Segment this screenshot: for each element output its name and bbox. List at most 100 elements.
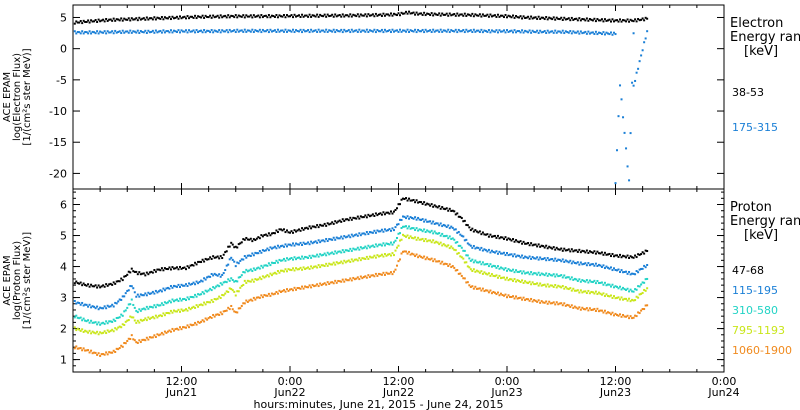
electron-data-point [570, 16, 573, 19]
proton-data-point [204, 289, 207, 292]
proton-data-point [175, 266, 178, 269]
electron-data-point [329, 29, 332, 32]
proton-data-point [201, 258, 204, 261]
proton-data-point [272, 272, 275, 275]
proton-data-point [368, 255, 371, 258]
electron-data-point [546, 29, 549, 32]
proton-data-point [236, 261, 239, 264]
proton-data-point [298, 287, 301, 290]
electron-data-point [114, 29, 117, 32]
proton-data-point [486, 233, 489, 236]
proton-data-point [635, 295, 638, 298]
proton-data-point [395, 246, 398, 249]
electron-data-point [509, 15, 512, 18]
electron-data-point [386, 30, 389, 33]
proton-data-point [198, 321, 201, 324]
proton-data-point [424, 218, 427, 221]
proton-data-point [424, 230, 427, 233]
proton-data-point [429, 258, 432, 261]
proton-data-point [606, 294, 609, 297]
electron-data-point [496, 13, 499, 16]
proton-data-point [400, 198, 403, 201]
proton-data-point [91, 285, 94, 288]
proton-data-point [591, 291, 594, 294]
proton-plot-frame [72, 188, 725, 373]
proton-data-point [614, 269, 617, 272]
proton-data-point [412, 217, 415, 220]
proton-data-point [588, 292, 591, 295]
proton-data-point [519, 240, 522, 243]
proton-data-point [395, 236, 398, 239]
proton-data-point [159, 304, 162, 307]
proton-data-point [644, 289, 647, 292]
proton-data-point [472, 244, 475, 247]
proton-data-point [572, 278, 575, 281]
proton-data-point [222, 310, 225, 313]
proton-data-point [207, 301, 210, 304]
proton-data-point [310, 227, 313, 230]
proton-data-point [94, 321, 97, 324]
electron-data-point [138, 31, 141, 34]
electron-data-point [144, 29, 147, 32]
proton-data-point [263, 276, 266, 279]
proton-data-point [534, 243, 537, 246]
proton-data-point [622, 254, 625, 257]
proton-data-point [304, 227, 307, 230]
proton-data-point [423, 255, 426, 258]
electron-data-point [117, 30, 120, 33]
electron-data-point [82, 32, 85, 35]
proton-ytick-label: 4 [60, 261, 67, 274]
proton-data-point [478, 287, 481, 290]
electron-data-point [221, 16, 224, 19]
electron-data-point [136, 19, 139, 22]
electron-data-point [566, 31, 569, 34]
electron-data-point [150, 17, 153, 20]
proton-data-point [103, 285, 106, 288]
xtick-sublabel: Jun21 [165, 386, 197, 399]
proton-data-point [468, 257, 471, 260]
proton-data-point [242, 258, 245, 261]
electron-data-point [373, 15, 376, 18]
electron-data-point [567, 17, 570, 20]
proton-data-point [311, 254, 314, 257]
electron-data-point [90, 32, 93, 35]
proton-data-point [522, 296, 525, 299]
proton-data-point [427, 230, 430, 233]
electron-data-point [231, 15, 234, 18]
proton-data-point [492, 264, 495, 267]
proton-data-point [307, 227, 310, 230]
proton-data-point [365, 255, 368, 258]
proton-data-point [582, 279, 585, 282]
proton-data-point [389, 241, 392, 244]
proton-data-point [349, 236, 352, 239]
electron-data-point [501, 14, 504, 17]
proton-data-point [551, 274, 554, 277]
proton-data-point [308, 225, 311, 228]
proton-data-point [228, 308, 231, 311]
proton-data-point [496, 234, 499, 237]
proton-data-point [450, 237, 453, 240]
electron-data-point [206, 16, 209, 19]
proton-data-point [564, 249, 567, 252]
proton-data-point [374, 212, 377, 215]
proton-data-point [386, 211, 389, 214]
electron-data-point [402, 29, 405, 32]
electron-data-point [623, 131, 626, 134]
proton-data-point [429, 220, 432, 223]
proton-data-point [133, 306, 136, 309]
proton-data-point [531, 273, 534, 276]
proton-data-point [246, 279, 249, 282]
proton-data-point [290, 244, 293, 247]
proton-data-point [442, 223, 445, 226]
electron-data-point [370, 29, 373, 32]
proton-data-point [612, 255, 615, 258]
electron-data-point [552, 31, 555, 34]
proton-data-point [502, 251, 505, 254]
proton-data-point [462, 249, 465, 252]
electron-data-point [191, 30, 194, 33]
electron-data-point [438, 30, 441, 33]
proton-data-point [614, 312, 617, 315]
proton-data-point [344, 249, 347, 252]
proton-data-point [582, 250, 585, 253]
